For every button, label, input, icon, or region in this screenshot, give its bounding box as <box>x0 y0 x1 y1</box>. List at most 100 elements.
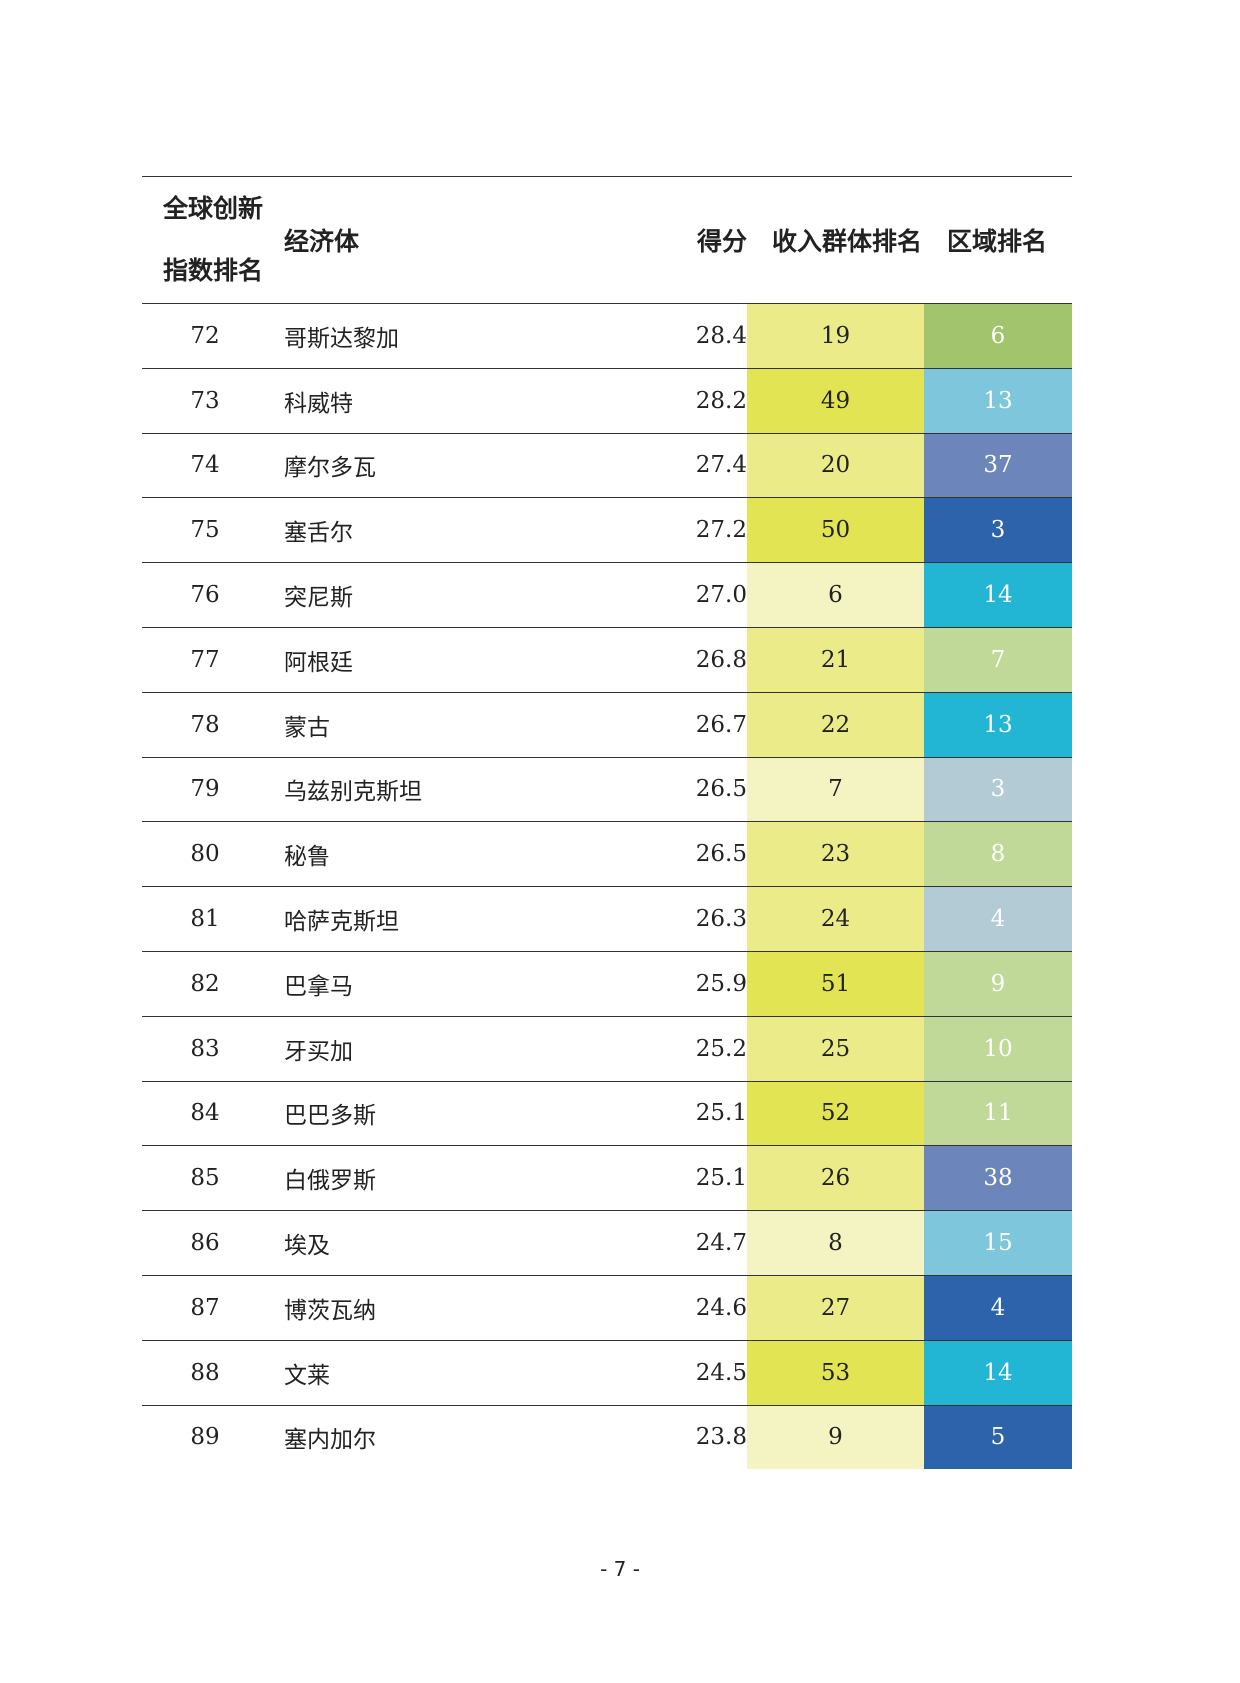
economy-cell: 摩尔多瓦 <box>284 455 376 482</box>
economy-cell: 突尼斯 <box>284 585 353 612</box>
table-row: 78 蒙古 26.7 22 13 <box>142 692 1072 758</box>
ranking-table: 全球创新 指数排名 经济体 得分 收入群体排名 区域排名 72 哥斯达黎加 28.4… <box>142 176 1072 1470</box>
table-body: 72 哥斯达黎加 28.4 19 6 73 科威特 28.2 49 13 74 摩尔多瓦 27.4 20 3… <box>142 304 1072 1470</box>
gii-rank-cell: 80 <box>190 841 220 868</box>
table-top-rule <box>142 176 1072 177</box>
income-rank-cell: 6 <box>747 563 924 627</box>
score-cell: 24.5 <box>695 1359 747 1386</box>
economy-cell: 巴巴多斯 <box>284 1103 376 1130</box>
economy-cell: 秘鲁 <box>284 844 330 871</box>
score-cell: 25.1 <box>695 1165 747 1192</box>
income-rank-cell: 51 <box>747 951 924 1016</box>
gii-rank-cell: 78 <box>190 711 220 738</box>
score-cell: 27.4 <box>695 452 747 479</box>
score-cell: 25.9 <box>695 970 747 997</box>
table-row: 84 巴巴多斯 25.1 52 11 <box>142 1081 1072 1147</box>
table-row: 87 博茨瓦纳 24.6 27 4 <box>142 1275 1072 1341</box>
score-cell: 26.3 <box>695 906 747 933</box>
economy-cell: 埃及 <box>284 1233 330 1260</box>
gii-rank-cell: 75 <box>190 517 220 544</box>
table-row: 80 秘鲁 26.5 23 8 <box>142 822 1072 888</box>
gii-rank-cell: 81 <box>190 906 220 933</box>
gii-rank-cell: 89 <box>190 1424 220 1451</box>
income-rank-cell: 21 <box>747 627 924 692</box>
table-row: 86 埃及 24.7 8 15 <box>142 1211 1072 1276</box>
table-row: 83 牙买加 25.2 25 10 <box>142 1016 1072 1082</box>
table-row: 79 乌兹别克斯坦 26.5 7 3 <box>142 757 1072 823</box>
income-rank-cell: 22 <box>747 692 924 757</box>
page-number: - 7 - <box>600 1557 640 1581</box>
region-rank-cell: 4 <box>924 1275 1072 1340</box>
region-rank-cell: 7 <box>924 627 1072 692</box>
income-rank-cell: 53 <box>747 1340 924 1405</box>
income-rank-cell: 9 <box>747 1405 924 1470</box>
gii-rank-cell: 77 <box>190 646 220 673</box>
gii-rank-cell: 85 <box>190 1165 220 1192</box>
region-rank-cell: 4 <box>924 887 1072 951</box>
economy-cell: 阿根廷 <box>284 649 353 676</box>
score-cell: 24.6 <box>695 1294 747 1321</box>
header-gii-rank-line2: 指数排名 <box>162 256 263 285</box>
economy-cell: 文莱 <box>284 1362 330 1389</box>
region-rank-cell: 3 <box>924 498 1072 563</box>
table-header: 全球创新 指数排名 经济体 得分 收入群体排名 区域排名 <box>142 177 1072 304</box>
score-cell: 23.8 <box>695 1424 747 1451</box>
score-cell: 26.5 <box>695 776 747 803</box>
region-rank-cell: 38 <box>924 1146 1072 1211</box>
region-rank-cell: 6 <box>924 304 1072 368</box>
income-rank-cell: 52 <box>747 1081 924 1146</box>
table-row: 73 科威特 28.2 49 13 <box>142 368 1072 434</box>
table-row: 76 突尼斯 27.0 6 14 <box>142 563 1072 628</box>
gii-rank-cell: 79 <box>190 776 220 803</box>
economy-cell: 塞舌尔 <box>284 520 353 547</box>
score-cell: 27.2 <box>695 517 747 544</box>
region-rank-cell: 14 <box>924 1340 1072 1405</box>
score-cell: 26.7 <box>695 711 747 738</box>
score-cell: 25.1 <box>695 1100 747 1127</box>
income-rank-cell: 26 <box>747 1146 924 1211</box>
income-rank-cell: 8 <box>747 1211 924 1275</box>
region-rank-cell: 13 <box>924 692 1072 757</box>
income-rank-cell: 24 <box>747 887 924 951</box>
income-rank-cell: 7 <box>747 757 924 822</box>
economy-cell: 巴拿马 <box>284 973 353 1000</box>
table-row: 77 阿根廷 26.8 21 7 <box>142 627 1072 693</box>
header-region-rank: 区域排名 <box>946 227 1047 256</box>
table-row: 89 塞内加尔 23.8 9 5 <box>142 1405 1072 1470</box>
economy-cell: 蒙古 <box>284 714 330 741</box>
region-rank-cell: 11 <box>924 1081 1072 1146</box>
score-cell: 28.4 <box>695 322 747 349</box>
region-rank-cell: 10 <box>924 1016 1072 1081</box>
income-rank-cell: 49 <box>747 368 924 433</box>
score-cell: 27.0 <box>695 582 747 609</box>
table-row: 81 哈萨克斯坦 26.3 24 4 <box>142 887 1072 952</box>
score-cell: 25.2 <box>695 1035 747 1062</box>
header-gii-rank-line1: 全球创新 <box>162 194 263 223</box>
gii-rank-cell: 84 <box>190 1100 220 1127</box>
header-score: 得分 <box>696 227 747 256</box>
table-row: 72 哥斯达黎加 28.4 19 6 <box>142 304 1072 369</box>
region-rank-cell: 14 <box>924 563 1072 627</box>
income-rank-cell: 19 <box>747 304 924 368</box>
gii-rank-cell: 88 <box>190 1359 220 1386</box>
score-cell: 26.5 <box>695 841 747 868</box>
income-rank-cell: 27 <box>747 1275 924 1340</box>
table-row: 82 巴拿马 25.9 51 9 <box>142 951 1072 1017</box>
score-cell: 28.2 <box>695 387 747 414</box>
header-economy: 经济体 <box>284 227 360 256</box>
gii-rank-cell: 76 <box>190 582 220 609</box>
economy-cell: 牙买加 <box>284 1038 353 1065</box>
economy-cell: 塞内加尔 <box>284 1427 376 1454</box>
table-row: 74 摩尔多瓦 27.4 20 37 <box>142 433 1072 499</box>
gii-rank-cell: 87 <box>190 1294 220 1321</box>
score-cell: 26.8 <box>695 646 747 673</box>
gii-rank-cell: 86 <box>190 1230 220 1257</box>
table-row: 85 白俄罗斯 25.1 26 38 <box>142 1146 1072 1212</box>
table-row: 88 文莱 24.5 53 14 <box>142 1340 1072 1406</box>
economy-cell: 乌兹别克斯坦 <box>284 779 422 806</box>
gii-rank-cell: 82 <box>190 970 220 997</box>
economy-cell: 白俄罗斯 <box>284 1168 376 1195</box>
table-row: 75 塞舌尔 27.2 50 3 <box>142 498 1072 564</box>
income-rank-cell: 50 <box>747 498 924 563</box>
region-rank-cell: 5 <box>924 1405 1072 1470</box>
